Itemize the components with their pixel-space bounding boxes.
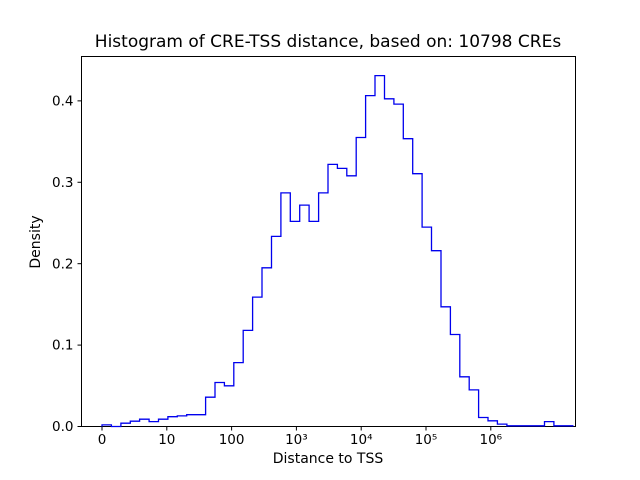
x-tick-label: 10⁶: [480, 432, 503, 448]
x-tick-label: 10⁵: [415, 432, 438, 448]
histogram-step-line: [101, 74, 574, 428]
y-tick-label: 0.3: [52, 175, 73, 191]
x-tick-label: 10: [158, 432, 175, 448]
y-tick-label: 0.1: [52, 338, 73, 354]
x-tick-label: 10⁴: [350, 432, 373, 448]
y-tick-label: 0.4: [52, 93, 73, 109]
axes-frame: [81, 56, 576, 427]
x-axis-label: Distance to TSS: [272, 451, 384, 467]
y-axis-label: Density: [28, 215, 44, 269]
x-tick-label: 10³: [285, 432, 308, 448]
y-tick-label: 0.2: [52, 256, 73, 272]
y-tick-label: 0.0: [52, 419, 73, 435]
chart-title: Histogram of CRE-TSS distance, based on:…: [94, 32, 562, 52]
x-tick-label: 0: [98, 432, 107, 448]
x-tick-label: 100: [219, 432, 245, 448]
